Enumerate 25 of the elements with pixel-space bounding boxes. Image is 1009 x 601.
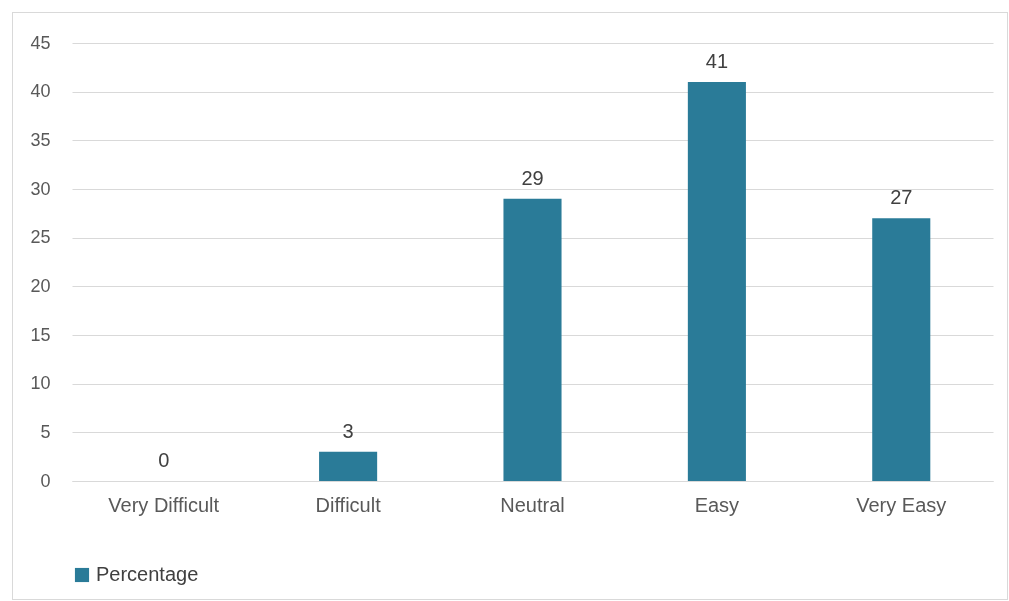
bar (319, 451, 378, 481)
x-tick-label: Easy (694, 493, 740, 516)
x-tick-label: Very Easy (856, 493, 947, 516)
x-tick-label: Neutral (500, 493, 565, 516)
y-tick-label: 35 (30, 129, 51, 150)
y-tick-label: 40 (30, 81, 51, 102)
y-tick-label: 25 (30, 227, 51, 248)
legend-label: Percentage (96, 563, 199, 585)
bar (503, 198, 562, 481)
x-tick-label: Very Difficult (108, 493, 220, 516)
bar (872, 218, 931, 481)
data-label: 41 (705, 49, 729, 72)
data-label: 27 (890, 186, 913, 209)
data-label: 0 (158, 449, 170, 471)
y-tick-label: 0 (40, 470, 51, 491)
y-tick-label: 45 (30, 32, 51, 53)
data-label: 3 (342, 419, 354, 442)
x-tick-label: Difficult (315, 493, 382, 516)
y-tick-label: 5 (40, 421, 51, 442)
y-tick-label: 20 (30, 275, 51, 296)
y-tick-label: 30 (30, 178, 51, 199)
y-tick-label: 15 (30, 324, 51, 345)
bar (687, 81, 746, 481)
y-tick-label: 10 (30, 373, 51, 394)
data-label: 29 (521, 166, 544, 189)
